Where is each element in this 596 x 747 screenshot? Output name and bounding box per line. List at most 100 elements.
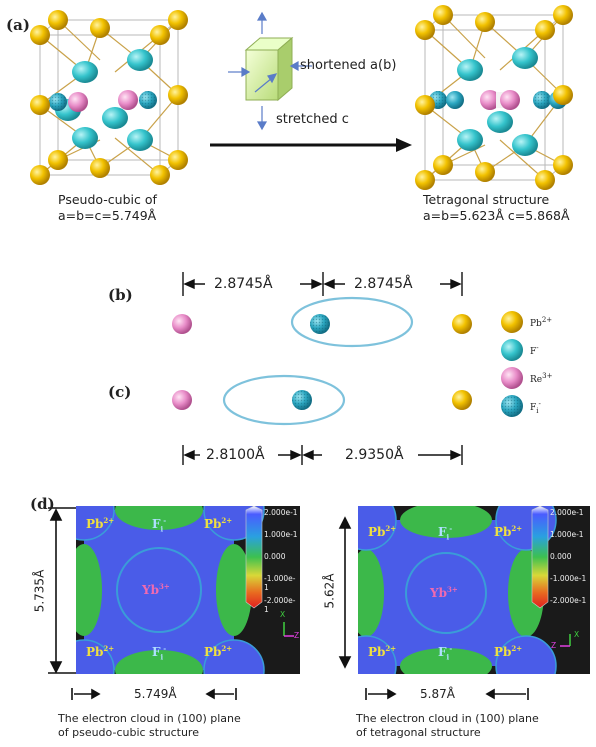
strain-top-label: shortened a(b)	[300, 58, 397, 73]
legend-fi-text: F	[530, 403, 537, 413]
legend-f: F-	[530, 344, 539, 357]
pb-text: Pb	[204, 645, 222, 659]
legend-pb-sup: 2+	[541, 316, 553, 324]
yb-sup: 3+	[158, 582, 170, 591]
scale-tick-right-3: -1.000e-1	[550, 574, 587, 583]
pb-sup: 2+	[103, 644, 115, 653]
electron-cloud-map-tetragonal: 2.000e-1 1.000e-1 0.000 -1.000e-1 -2.000…	[358, 506, 590, 674]
fi-sub: i	[446, 652, 450, 662]
fi-sub: i	[446, 532, 450, 542]
right-height-label: 5.62Å	[322, 573, 337, 609]
yb-sup: 3+	[446, 585, 458, 594]
axis-x-label-left: X	[280, 610, 286, 619]
legend-pb-text: Pb	[530, 319, 542, 329]
pb-sup: 2+	[221, 644, 233, 653]
axis-z-label-right: Z	[551, 641, 557, 650]
pb-label-bottom-left: Pb2+	[86, 644, 114, 659]
legend-fi-sup: -	[538, 400, 541, 408]
b-distance-left: 2.8745Å	[214, 276, 273, 292]
strain-box	[210, 11, 412, 152]
panel-d-graphics	[48, 507, 529, 700]
legend-pb: Pb2+	[530, 316, 552, 329]
legend-fi-sub: i	[536, 406, 539, 415]
pb-text: Pb	[494, 525, 512, 539]
electron-cloud-plot-left	[76, 506, 294, 674]
tetragonal-crystal	[415, 5, 573, 190]
fi-text: F	[152, 645, 161, 659]
pb-sup: 2+	[385, 644, 397, 653]
pb-sup: 2+	[103, 516, 115, 525]
fi-sup: -	[449, 644, 453, 653]
panel-a-label: (a)	[6, 16, 30, 34]
tetragonal-caption-line1: Tetragonal structure	[423, 192, 550, 207]
scale-tick-left-1: 1.000e-1	[264, 530, 298, 539]
pb-text: Pb	[368, 645, 386, 659]
fi-sub: i	[160, 524, 164, 534]
tetragonal-caption: Tetragonal structure a=b=5.623Å c=5.868Å	[423, 192, 570, 224]
legend-f-sup: -	[536, 344, 539, 352]
panel-b-label: (b)	[108, 286, 133, 304]
scale-tick-right-1: 1.000e-1	[550, 530, 584, 539]
yb-label: Yb3+	[142, 582, 170, 597]
panel-c-label: (c)	[108, 383, 132, 401]
yb-label: Yb3+	[430, 585, 458, 600]
scale-tick-left-2: 0.000	[264, 552, 286, 561]
pb-text: Pb	[494, 645, 512, 659]
pb-label-bottom-left: Pb2+	[368, 644, 396, 659]
pseudo-cubic-caption-line2: a=b=c=5.749Å	[58, 208, 157, 223]
pb-sup: 2+	[221, 516, 233, 525]
pseudo-cubic-caption: Pseudo-cubic of a=b=c=5.749Å	[58, 192, 157, 224]
left-height-label: 5.735Å	[32, 569, 47, 613]
pb-text: Pb	[86, 645, 104, 659]
pb-text: Pb	[86, 517, 104, 531]
scale-tick-left-0: 2.000e-1	[264, 508, 298, 517]
left-map-caption-line1: The electron cloud in (100) plane	[58, 712, 241, 725]
fi-sup: -	[163, 516, 167, 525]
left-width-label: 5.749Å	[134, 687, 177, 701]
axis-z-label-left: Z	[294, 631, 300, 640]
pb-sup: 2+	[511, 524, 523, 533]
pseudo-cubic-caption-line1: Pseudo-cubic of	[58, 192, 157, 207]
legend-re-sup: 3+	[542, 372, 553, 380]
right-width-label: 5.87Å	[420, 687, 455, 701]
pb-text: Pb	[204, 517, 222, 531]
fi-text: F	[438, 525, 447, 539]
pb-sup: 2+	[511, 644, 523, 653]
right-map-caption-line1: The electron cloud in (100) plane	[356, 712, 539, 725]
scale-tick-left-3: -1.000e-1	[264, 574, 296, 592]
fi-label-top: Fi-	[438, 524, 452, 541]
legend-re: Re3+	[530, 372, 552, 385]
pseudo-cubic-crystal	[30, 10, 188, 185]
fi-label-bottom: Fi-	[438, 644, 452, 661]
fi-text: F	[152, 517, 161, 531]
distance-diagram	[172, 272, 523, 465]
legend-f-text: F	[530, 347, 537, 357]
panel-d-label: (d)	[30, 495, 55, 513]
electron-cloud-plot-right	[358, 506, 571, 674]
pb-text: Pb	[368, 525, 386, 539]
left-map-caption-line2: of pseudo-cubic structure	[58, 726, 199, 739]
pb-sup: 2+	[385, 524, 397, 533]
scale-tick-left-4: -2.000e-1	[264, 596, 296, 614]
scale-tick-right-4: -2.000e-1	[550, 596, 587, 605]
c-distance-left: 2.8100Å	[206, 447, 265, 463]
fi-sup: -	[449, 524, 453, 533]
electron-cloud-map-pseudo-cubic: 2.000e-1 1.000e-1 0.000 -1.000e-1 -2.000…	[76, 506, 300, 674]
fi-sub: i	[160, 652, 164, 662]
pb-label-bottom-right: Pb2+	[494, 644, 522, 659]
strain-bottom-label: stretched c	[276, 112, 349, 127]
pb-label-top-right: Pb2+	[204, 516, 232, 531]
axis-x-label-right: X	[574, 630, 580, 639]
yb-text: Yb	[142, 583, 159, 597]
yb-text: Yb	[430, 586, 447, 600]
pb-label-top-left: Pb2+	[86, 516, 114, 531]
scale-tick-right-0: 2.000e-1	[550, 508, 584, 517]
right-map-caption-line2: of tetragonal structure	[356, 726, 481, 739]
right-map-caption: The electron cloud in (100) plane of tet…	[356, 712, 539, 740]
legend-re-text: Re	[530, 375, 543, 385]
pb-label-top-right: Pb2+	[494, 524, 522, 539]
fi-sup: -	[163, 644, 167, 653]
fi-label-top: Fi-	[152, 516, 166, 533]
tetragonal-caption-line2: a=b=5.623Å c=5.868Å	[423, 208, 570, 223]
